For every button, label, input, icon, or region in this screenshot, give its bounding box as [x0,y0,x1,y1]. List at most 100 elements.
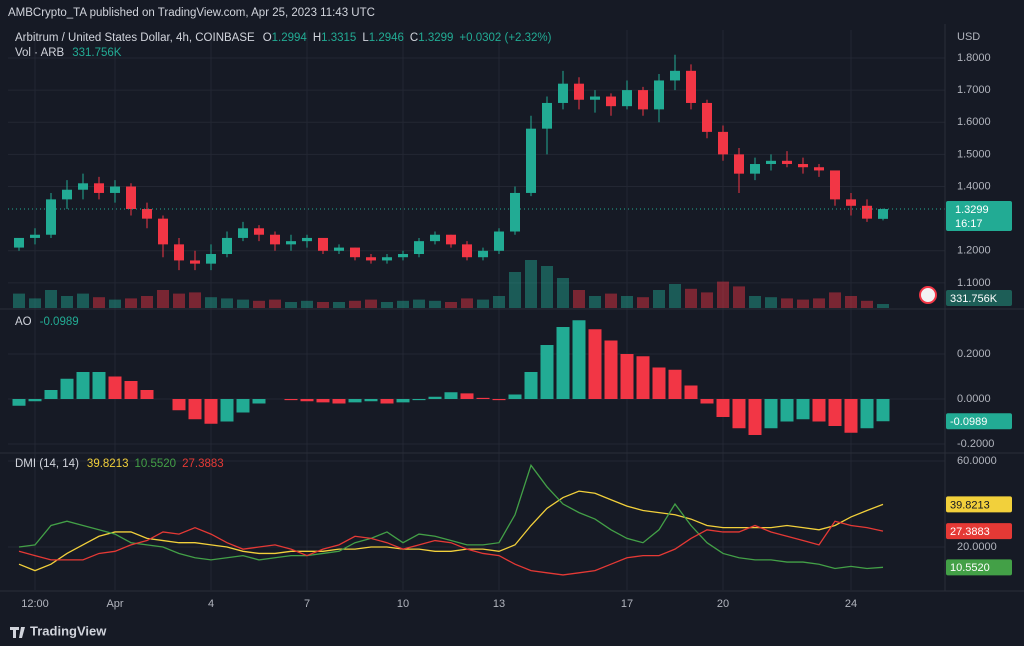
dmi-label: 27.3883 [950,526,990,538]
x-tick-label: 24 [845,598,857,610]
ao-bar [748,398,762,435]
ao-bar [668,369,682,399]
ao-bar [412,398,426,401]
volume-bar [589,296,601,308]
dmi-legend: DMI (14, 14) 39.8213 10.5520 27.3883 [15,458,224,470]
candle-body [862,205,872,219]
candle-body [702,102,712,132]
candle-body [814,167,824,171]
y-tick-label: 20.0000 [957,541,997,553]
candle-body [206,254,216,264]
volume-bar [285,302,297,308]
candle-body [78,183,88,190]
volume-bar [461,298,473,308]
y-tick-label: 0.2000 [957,348,991,360]
candle-body [30,234,40,238]
candle-body [14,237,24,248]
volume-bar [381,302,393,308]
ao-bar [124,381,138,399]
candle-body [830,170,840,200]
ao-bar [348,398,362,403]
ao-bar [572,320,586,399]
ao-bar [860,398,874,429]
volume-bar [397,300,409,308]
volume-bar [429,300,441,308]
volume-bar [269,299,281,308]
y-tick-label: 1.6000 [957,116,991,128]
ao-bar [12,398,26,406]
candle-body [750,164,760,174]
dmi-label: 10.5520 [950,562,990,574]
volume-bar [13,293,25,308]
ao-bar [652,367,666,399]
volume-bar [413,299,425,308]
ao-bar [828,398,842,426]
ao-bar [796,398,810,420]
x-tick-label: 12:00 [21,598,49,610]
candle-body [462,244,472,258]
ao-legend: AO -0.0989 [15,316,79,328]
countdown: 16:17 [955,218,983,230]
volume-bar [861,300,873,308]
brand-logo [10,627,25,638]
open-value: 1.2994 [272,32,308,44]
ao-bar [556,327,570,399]
candle-body [142,209,152,219]
volume-bar [765,297,777,308]
candle-body [558,83,568,103]
volume-bar [749,296,761,308]
ao-bar [300,398,314,402]
flag-icon[interactable] [919,286,937,304]
volume-bar [317,302,329,308]
ao-bar [588,329,602,399]
adx-value: 39.8213 [87,458,129,470]
candle-body [478,250,488,258]
volume-bar [109,299,121,308]
volume-bar [237,299,249,308]
ao-bar [316,398,330,403]
ao-bar [812,398,826,422]
candle-body [638,90,648,110]
change: +0.0302 (+2.32%) [459,32,551,44]
volume-bar [61,296,73,308]
ao-bar [236,398,250,413]
ao-bar [636,356,650,399]
volume-bar [477,299,489,308]
volume-bar [573,290,585,308]
ao-bar [844,398,858,433]
volume-label: 331.756K [950,293,998,305]
volume-bar [301,300,313,308]
ao-bar [60,378,74,399]
volume-bar [685,288,697,308]
volume-bar [141,296,153,308]
volume-value: 331.756K [72,47,122,59]
volume-bar [813,298,825,308]
volume-bar [557,278,569,308]
candle-body [782,160,792,165]
candle-body [590,96,600,100]
candle-body [46,199,56,235]
brand: TradingView [30,623,107,638]
candle-body [622,90,632,107]
ao-bar [140,389,154,399]
volume-bar [29,298,41,308]
ao-bar [732,398,746,429]
high-value: 1.3315 [321,32,356,44]
low-value: 1.2946 [369,32,404,44]
candle-body [574,83,584,100]
ao-bar [716,398,730,417]
ao-bar [396,398,410,403]
ao-bar [476,397,490,399]
candle-body [126,186,136,210]
volume-bar [653,290,665,308]
volume-bar [717,281,729,308]
ao-bar [620,354,634,399]
candle-body [94,183,104,193]
volume-bar [637,297,649,308]
y-tick-label: 1.7000 [957,84,991,96]
ao-bar [460,393,474,399]
y-tick-label: 1.5000 [957,148,991,160]
candle-body [542,102,552,129]
ao-label-box [946,413,1012,430]
